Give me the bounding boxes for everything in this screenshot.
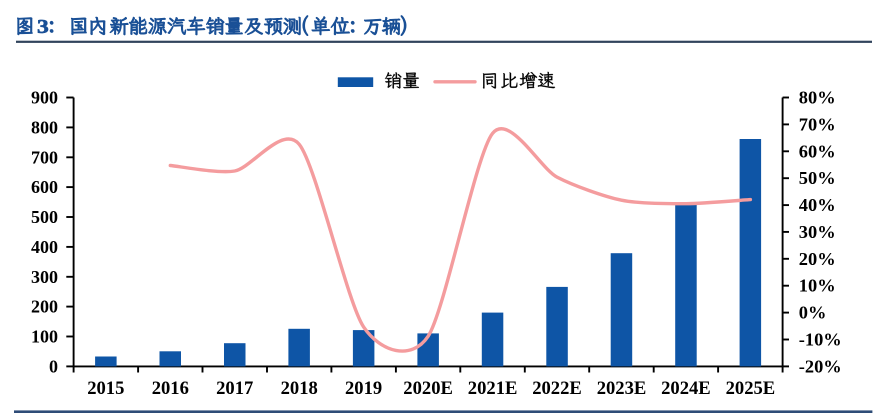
svg-text:2020E: 2020E bbox=[403, 378, 453, 399]
svg-text:800: 800 bbox=[31, 117, 58, 137]
svg-text:300: 300 bbox=[31, 267, 58, 287]
svg-text:80%: 80% bbox=[799, 88, 836, 108]
svg-text:50%: 50% bbox=[799, 168, 836, 188]
svg-text:900: 900 bbox=[31, 88, 58, 108]
svg-text:2024E: 2024E bbox=[661, 378, 711, 399]
svg-text:40%: 40% bbox=[799, 195, 836, 215]
svg-text:400: 400 bbox=[31, 237, 58, 257]
svg-text:2023E: 2023E bbox=[597, 378, 647, 399]
svg-text:60%: 60% bbox=[799, 141, 836, 161]
svg-text:600: 600 bbox=[31, 177, 58, 197]
svg-text:2016: 2016 bbox=[152, 378, 189, 399]
svg-text:2017: 2017 bbox=[216, 378, 253, 399]
svg-text:100: 100 bbox=[31, 327, 58, 347]
svg-text:2025E: 2025E bbox=[726, 378, 776, 399]
svg-text:-10%: -10% bbox=[799, 330, 842, 350]
svg-text:-20%: -20% bbox=[799, 356, 842, 376]
svg-text:2015: 2015 bbox=[87, 378, 124, 399]
svg-text:30%: 30% bbox=[799, 222, 836, 242]
svg-text:2022E: 2022E bbox=[532, 378, 582, 399]
svg-text:200: 200 bbox=[31, 297, 58, 317]
svg-text:2021E: 2021E bbox=[468, 378, 518, 399]
svg-text:20%: 20% bbox=[799, 249, 836, 269]
svg-text:2018: 2018 bbox=[281, 378, 318, 399]
svg-text:0%: 0% bbox=[799, 303, 827, 323]
svg-text:700: 700 bbox=[31, 147, 58, 167]
svg-text:10%: 10% bbox=[799, 276, 836, 296]
svg-text:0: 0 bbox=[49, 356, 58, 376]
svg-text:500: 500 bbox=[31, 207, 58, 227]
svg-text:2019: 2019 bbox=[345, 378, 382, 399]
svg-text:70%: 70% bbox=[799, 114, 836, 134]
